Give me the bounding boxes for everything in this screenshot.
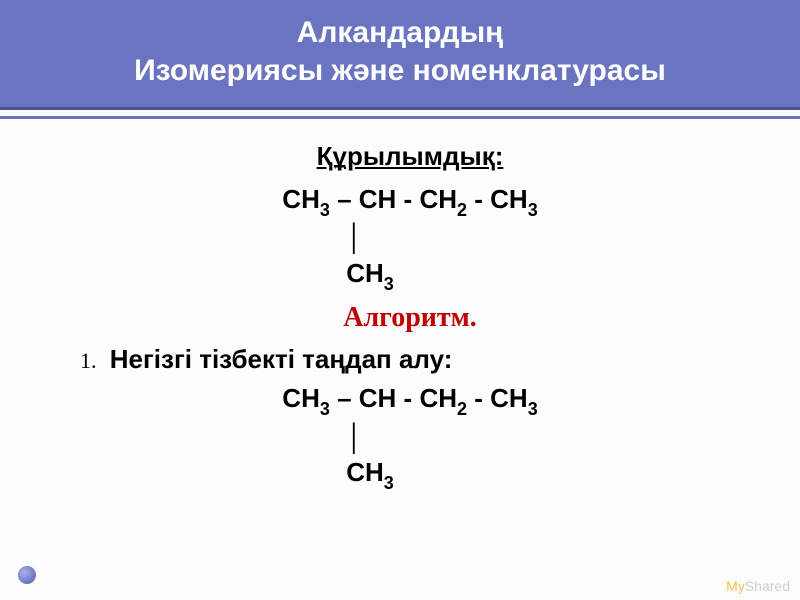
slide-content: Құрылымдық: СН3 – СН - СН2 - СН3 │ СН3 А… — [0, 113, 800, 493]
formula-1-branch: СН3 — [70, 256, 750, 294]
formula-2-bond: │ — [70, 420, 750, 455]
title-line-2: Изомериясы және номенклатурасы — [134, 54, 666, 87]
formula-2-chain: СН3 – СН - СН2 - СН3 — [70, 381, 750, 419]
title-line-1: Алкандардың — [297, 16, 504, 49]
watermark-suffix: Shared — [745, 578, 790, 594]
formula-2: СН3 – СН - СН2 - СН3 │ СН3 — [70, 381, 750, 493]
formula-2-branch: СН3 — [70, 455, 750, 493]
algorithm-label: Алгоритм. — [70, 302, 750, 334]
step-1-text: Негізгі тізбекті таңдап алу: — [110, 344, 453, 374]
section-heading: Құрылымдық: — [70, 141, 750, 172]
header-underline — [0, 116, 800, 119]
step-1: 1. Негізгі тізбекті таңдап алу: — [80, 344, 750, 375]
formula-1: СН3 – СН - СН2 - СН3 │ СН3 — [70, 182, 750, 294]
step-1-number: 1. — [80, 348, 97, 373]
watermark-prefix: My — [726, 578, 745, 594]
formula-1-chain: СН3 – СН - СН2 - СН3 — [70, 182, 750, 220]
formula-1-bond: │ — [70, 220, 750, 255]
slide-header: Алкандардың Изомериясы және номенклатура… — [0, 0, 800, 110]
slide-title: Алкандардың Изомериясы және номенклатура… — [20, 14, 780, 89]
decorative-bullet-icon — [18, 566, 36, 584]
watermark: MyShared — [726, 578, 790, 594]
